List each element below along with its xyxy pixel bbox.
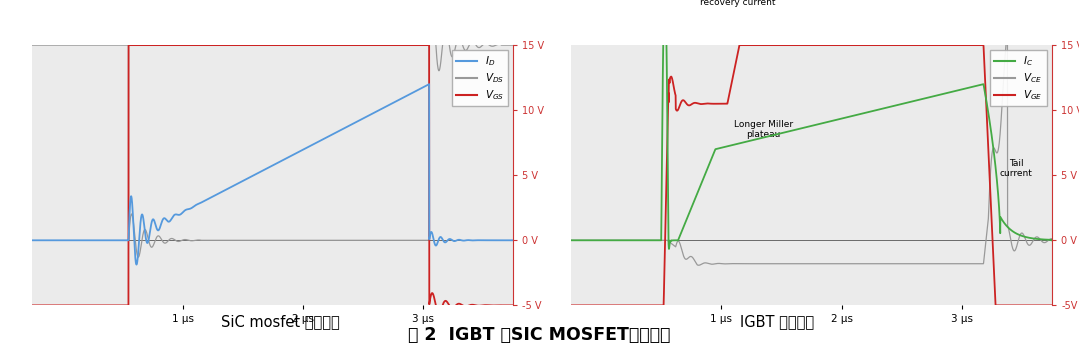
- Legend: $I_C$, $V_{CE}$, $V_{GE}$: $I_C$, $V_{CE}$, $V_{GE}$: [991, 50, 1047, 106]
- Text: 图 2  IGBT 和SIC MOSFET开关特性: 图 2 IGBT 和SIC MOSFET开关特性: [408, 325, 671, 344]
- Legend: $I_D$, $V_{DS}$, $V_{GS}$: $I_D$, $V_{DS}$, $V_{GS}$: [451, 50, 508, 106]
- Text: Tail
current: Tail current: [999, 159, 1033, 178]
- Text: SiC mosfet 开关特性: SiC mosfet 开关特性: [221, 314, 340, 329]
- Text: Longer Miller
plateau: Longer Miller plateau: [734, 120, 793, 139]
- Text: Higher reverse
recovery current: Higher reverse recovery current: [699, 0, 775, 7]
- Text: IGBT 开关特性: IGBT 开关特性: [740, 314, 814, 329]
